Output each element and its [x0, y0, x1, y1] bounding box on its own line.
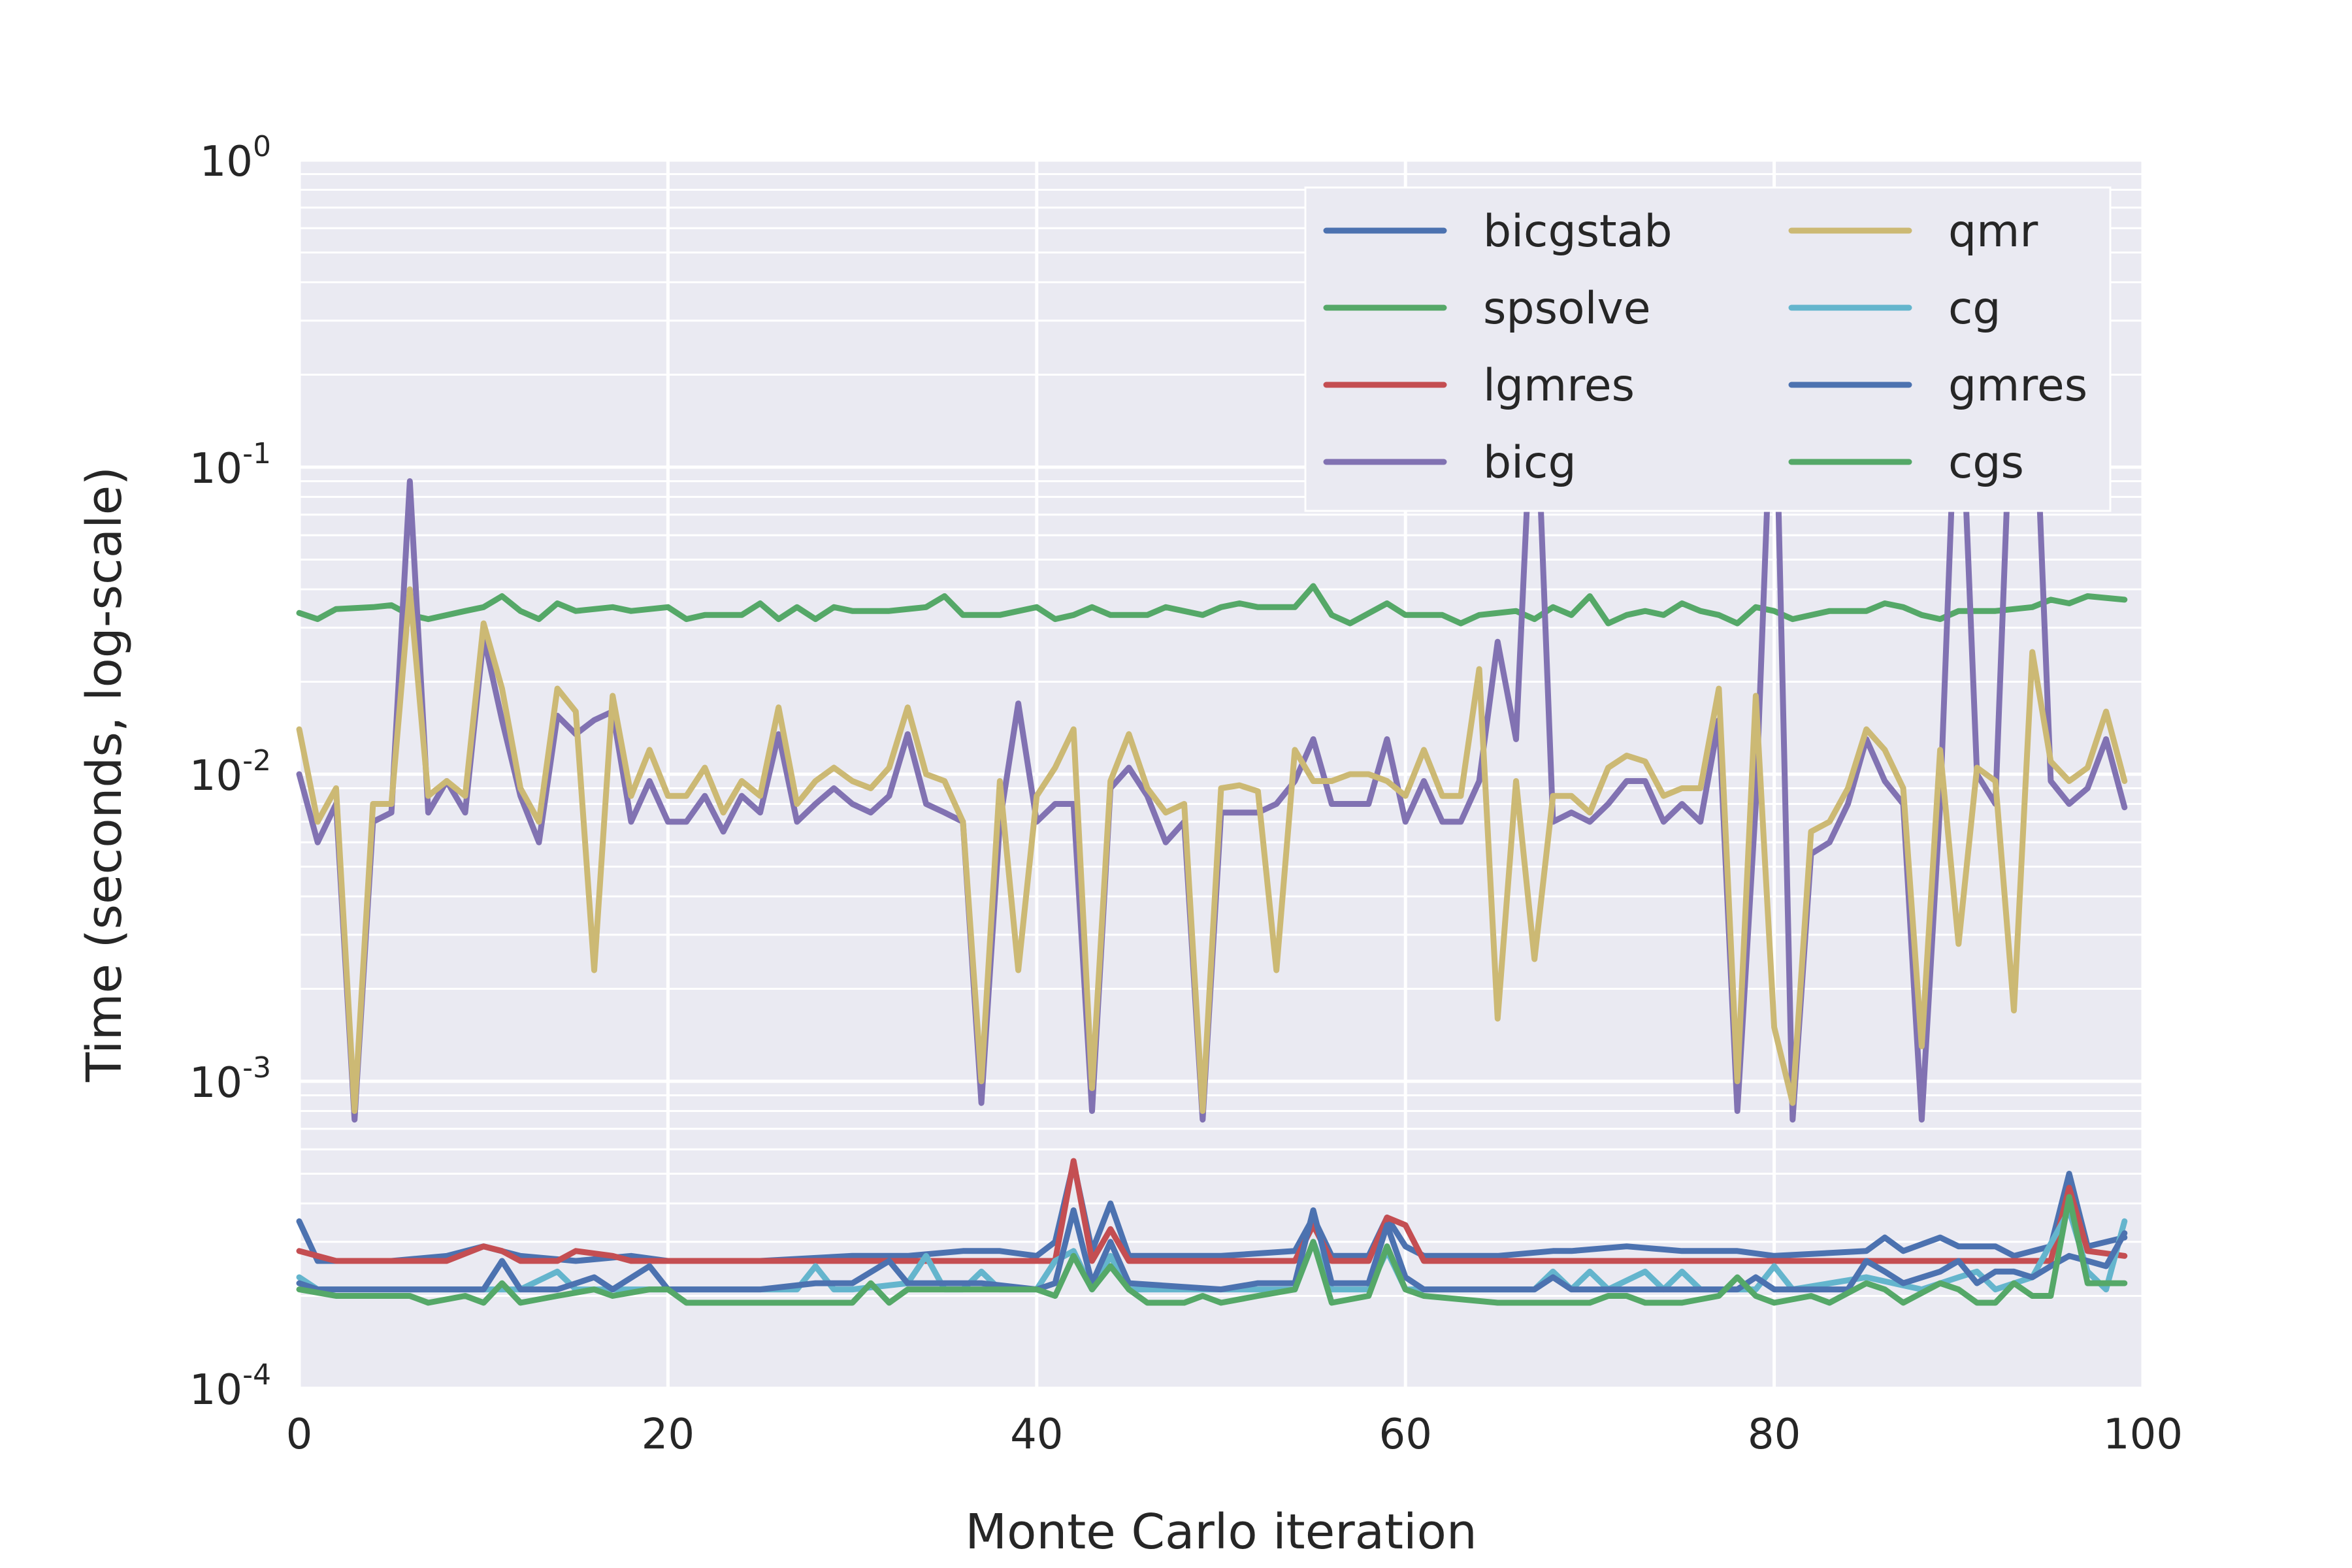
- y-tick-label: 10-3: [189, 1051, 271, 1107]
- x-tick-label: 40: [1010, 1411, 1063, 1459]
- y-tick-labels: 100 10-1 10-2 10-3 10-4: [189, 130, 271, 1414]
- y-tick-label: 10-4: [189, 1358, 271, 1414]
- x-tick-label: 100: [2103, 1411, 2183, 1459]
- legend-label-qmr: qmr: [1948, 206, 2038, 257]
- gridlines: [297, 158, 2145, 1390]
- x-tick-label: 0: [286, 1411, 313, 1459]
- legend-label-cgs: cgs: [1948, 437, 2024, 489]
- legend-label-gmres: gmres: [1948, 360, 2087, 412]
- series-line-lgmres: [296, 1158, 2128, 1264]
- y-tick-label: 10-2: [189, 744, 271, 800]
- legend: bicgstab spsolve lgmres bicg qmr cg gmres cgs: [1304, 186, 2112, 512]
- series-line-spsolve: [296, 583, 2128, 627]
- x-tick-label: 60: [1379, 1411, 1431, 1459]
- series-line-cgs: [296, 1194, 2128, 1306]
- x-tick-label: 20: [642, 1411, 694, 1459]
- series-lines: [296, 318, 2128, 1306]
- legend-box: [1304, 186, 2112, 512]
- x-axis-label: Monte Carlo iteration: [965, 1504, 1477, 1560]
- legend-label-bicgstab: bicgstab: [1483, 206, 1673, 257]
- legend-label-lgmres: lgmres: [1483, 360, 1635, 412]
- legend-label-cg: cg: [1948, 283, 2001, 335]
- series-line-gmres: [296, 1207, 2128, 1293]
- y-tick-label: 100: [200, 130, 271, 186]
- x-tick-labels: 0 20 40 60 80 100: [286, 1411, 2183, 1459]
- series-line-qmr: [296, 586, 2128, 1114]
- legend-label-spsolve: spsolve: [1483, 283, 1651, 335]
- y-axis-label: Time (seconds, log-scale): [76, 466, 133, 1083]
- legend-label-bicg: bicg: [1483, 437, 1576, 489]
- y-tick-label: 10-1: [189, 437, 271, 493]
- x-tick-label: 80: [1748, 1411, 1801, 1459]
